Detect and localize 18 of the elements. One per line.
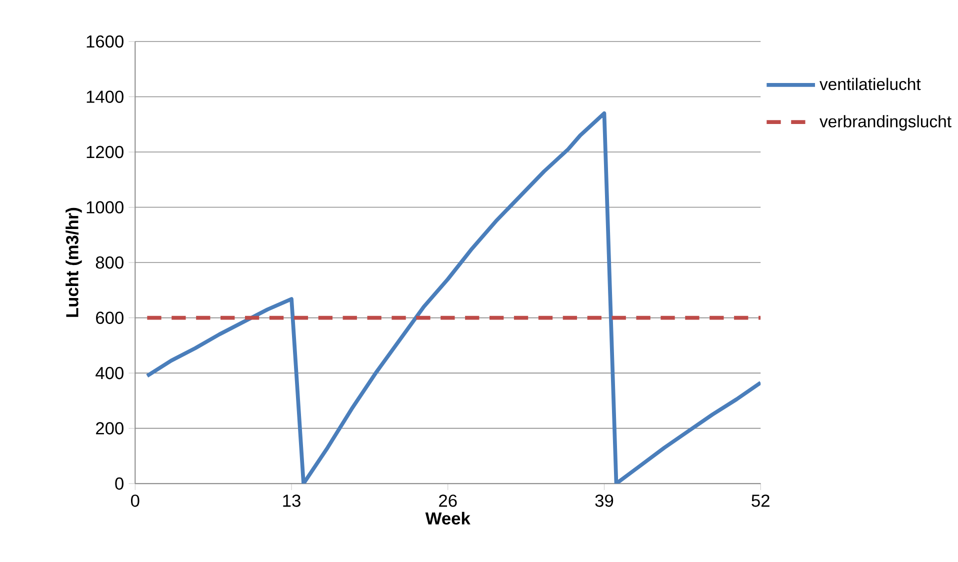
legend-label: verbrandingslucht [820, 115, 952, 131]
x-tick-label: 0 [130, 494, 140, 507]
x-tick-label: 39 [595, 494, 614, 507]
y-axis-title: Lucht (m3/hr) [66, 208, 82, 317]
y-tick-label: 800 [96, 256, 124, 269]
y-tick-label: 600 [96, 312, 124, 324]
y-tick-label: 0 [115, 478, 124, 490]
x-tick-label: 52 [752, 494, 770, 507]
y-tick-label: 200 [96, 422, 124, 435]
x-axis-title: Week [425, 512, 470, 525]
y-tick-label: 400 [96, 367, 124, 380]
y-tick-label: 1200 [86, 146, 124, 158]
x-tick-label: 26 [439, 494, 457, 507]
y-tick-label: 1400 [86, 90, 124, 104]
y-tick-label: 1000 [86, 201, 124, 214]
legend-label: ventilatielucht [820, 78, 921, 90]
y-tick-label: 1600 [86, 35, 124, 48]
x-tick-label: 13 [283, 494, 300, 507]
